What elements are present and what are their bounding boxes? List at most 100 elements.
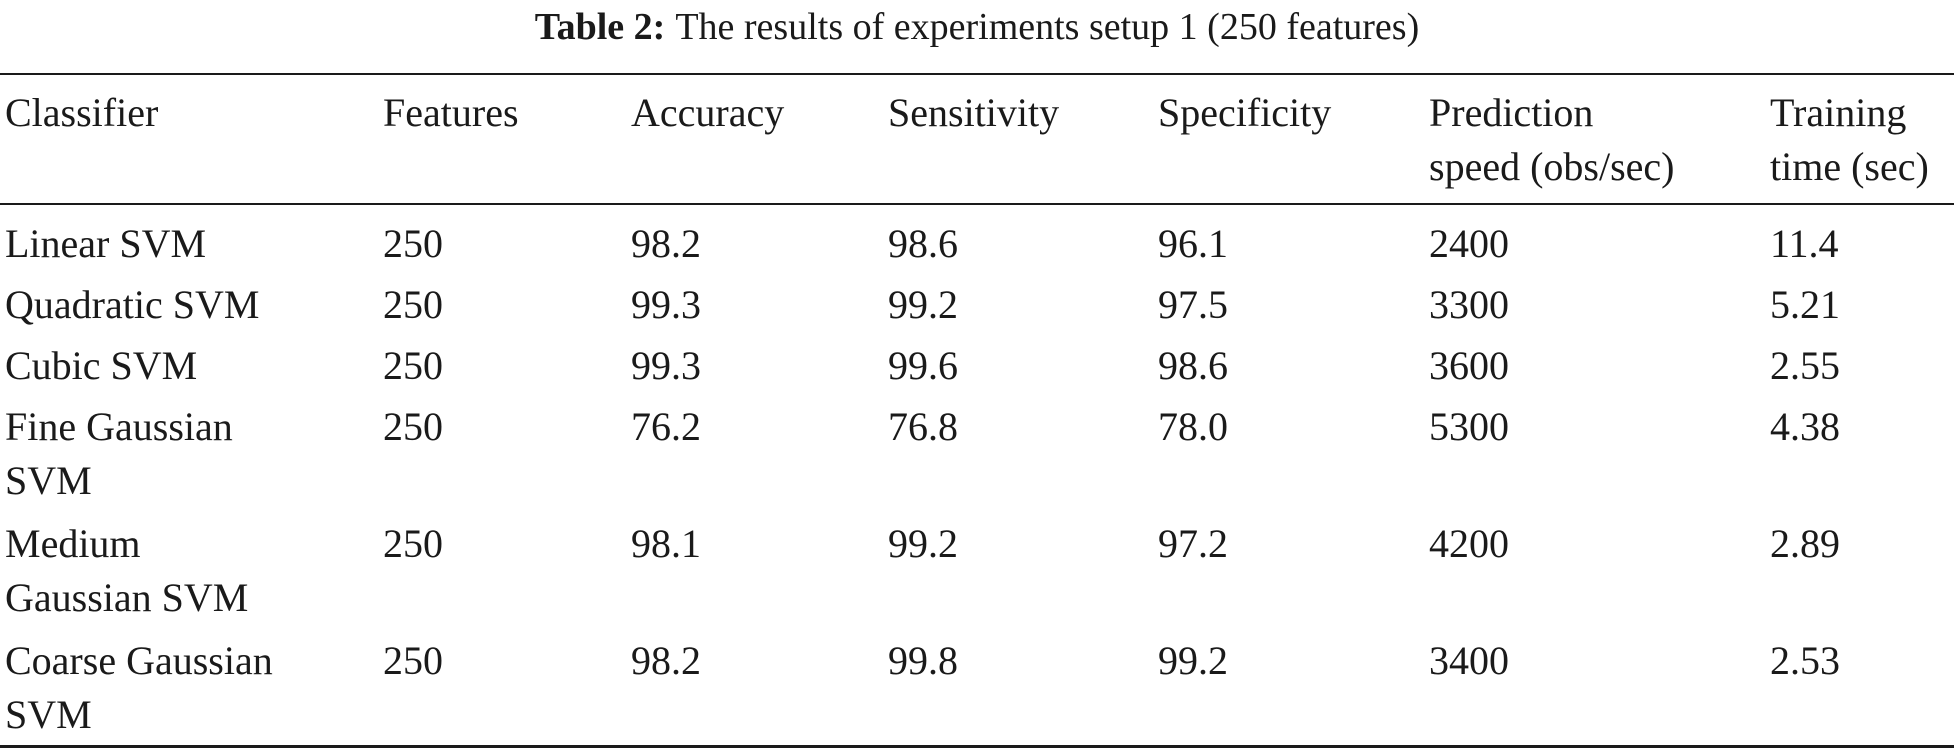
table-cell: 11.4 bbox=[1770, 217, 1839, 271]
table-cell: 78.0 bbox=[1158, 400, 1228, 454]
table-cell-line: 97.2 bbox=[1158, 521, 1228, 566]
table-cell-line: 99.3 bbox=[631, 343, 701, 388]
table-cell: 97.2 bbox=[1158, 517, 1228, 571]
table-cell-line: 97.5 bbox=[1158, 282, 1228, 327]
table-cell: 99.8 bbox=[888, 634, 958, 688]
table-cell-line: 76.8 bbox=[888, 404, 958, 449]
table-cell: 250 bbox=[383, 634, 443, 688]
column-header-line: Sensitivity bbox=[888, 90, 1060, 135]
table-cell-line: 98.2 bbox=[631, 638, 701, 683]
table-cell: 4.38 bbox=[1770, 400, 1840, 454]
table-cell-line: Linear SVM bbox=[5, 221, 207, 266]
table-cell: 76.2 bbox=[631, 400, 701, 454]
table-cell: 99.3 bbox=[631, 278, 701, 332]
table-cell: 4200 bbox=[1429, 517, 1509, 571]
table-cell: Coarse Gaussian SVM bbox=[5, 634, 273, 742]
table-cell-line: 250 bbox=[383, 638, 443, 683]
table-cell: 2400 bbox=[1429, 217, 1509, 271]
table-cell: 98.2 bbox=[631, 217, 701, 271]
table-cell-line: 250 bbox=[383, 221, 443, 266]
table-cell-line: 2.55 bbox=[1770, 343, 1840, 388]
column-header: Features bbox=[383, 86, 519, 140]
table-cell-line: 2.53 bbox=[1770, 638, 1840, 683]
table-cell-line: 78.0 bbox=[1158, 404, 1228, 449]
table-top-rule bbox=[0, 73, 1954, 75]
table-cell: 98.2 bbox=[631, 634, 701, 688]
table-cell-line: 250 bbox=[383, 521, 443, 566]
table-bottom-rule bbox=[0, 745, 1954, 748]
table-cell: 98.6 bbox=[888, 217, 958, 271]
table-cell: 3600 bbox=[1429, 339, 1509, 393]
table-cell-line: 3300 bbox=[1429, 282, 1509, 327]
table-cell: Linear SVM bbox=[5, 217, 206, 271]
table-cell: 3300 bbox=[1429, 278, 1509, 332]
table-cell-line: 250 bbox=[383, 404, 443, 449]
table-cell-line: 99.2 bbox=[888, 282, 958, 327]
column-header: Classifier bbox=[5, 86, 158, 140]
table-cell: 76.8 bbox=[888, 400, 958, 454]
caption-text: The results of experiments setup 1 (250 … bbox=[675, 6, 1420, 48]
table-cell-line: SVM bbox=[5, 458, 92, 503]
table-cell-line: 96.1 bbox=[1158, 221, 1228, 266]
table-cell: 5.21 bbox=[1770, 278, 1840, 332]
table-cell: 250 bbox=[383, 339, 443, 393]
table-cell: 98.6 bbox=[1158, 339, 1228, 393]
column-header-line: Classifier bbox=[5, 90, 159, 135]
table-cell: Medium Gaussian SVM bbox=[5, 517, 248, 625]
table-cell-line: 99.6 bbox=[888, 343, 958, 388]
table-cell: 250 bbox=[383, 278, 443, 332]
table-cell-line: Fine Gaussian bbox=[5, 404, 233, 449]
table-cell: 99.3 bbox=[631, 339, 701, 393]
table-cell: 99.6 bbox=[888, 339, 958, 393]
table-cell-line: 4200 bbox=[1429, 521, 1509, 566]
column-header: Prediction speed (obs/sec) bbox=[1429, 86, 1674, 194]
table-cell: 99.2 bbox=[888, 517, 958, 571]
table-cell-line: 98.6 bbox=[888, 221, 958, 266]
table-cell-line: 5300 bbox=[1429, 404, 1509, 449]
table-cell-line: 11.4 bbox=[1770, 221, 1839, 266]
table-cell-line: Cubic SVM bbox=[5, 343, 198, 388]
table-cell: 96.1 bbox=[1158, 217, 1228, 271]
column-header: Training time (sec) bbox=[1770, 86, 1929, 194]
column-header-line: Specificity bbox=[1158, 90, 1332, 135]
table-cell-line: Quadratic SVM bbox=[5, 282, 260, 327]
table-cell-line: Medium bbox=[5, 521, 141, 566]
table-cell-line: 98.2 bbox=[631, 221, 701, 266]
table-cell-line: Gaussian SVM bbox=[5, 575, 249, 620]
table-cell: 250 bbox=[383, 400, 443, 454]
table-cell-line: 3400 bbox=[1429, 638, 1509, 683]
table-cell: 250 bbox=[383, 517, 443, 571]
table-cell-line: 99.8 bbox=[888, 638, 958, 683]
table-cell: Quadratic SVM bbox=[5, 278, 259, 332]
table-cell-line: 99.2 bbox=[888, 521, 958, 566]
table-cell: 250 bbox=[383, 217, 443, 271]
table-cell: 3400 bbox=[1429, 634, 1509, 688]
column-header: Specificity bbox=[1158, 86, 1331, 140]
table-cell: 99.2 bbox=[888, 278, 958, 332]
table-caption: Table 2: The results of experiments setup… bbox=[0, 0, 1954, 62]
table-cell: 98.1 bbox=[631, 517, 701, 571]
table-cell: Fine Gaussian SVM bbox=[5, 400, 233, 508]
table-cell-line: 99.3 bbox=[631, 282, 701, 327]
column-header-line: time (sec) bbox=[1770, 144, 1929, 189]
table-cell-line: 250 bbox=[383, 282, 443, 327]
table-cell-line: 2400 bbox=[1429, 221, 1509, 266]
table-cell-line: 98.6 bbox=[1158, 343, 1228, 388]
column-header-line: Features bbox=[383, 90, 519, 135]
table-cell-line: 76.2 bbox=[631, 404, 701, 449]
table-cell-line: 250 bbox=[383, 343, 443, 388]
table-cell: 2.53 bbox=[1770, 634, 1840, 688]
column-header-line: Training bbox=[1770, 90, 1907, 135]
table-cell: 97.5 bbox=[1158, 278, 1228, 332]
table-cell: 5300 bbox=[1429, 400, 1509, 454]
table-cell-line: SVM bbox=[5, 692, 92, 737]
table-cell-line: 2.89 bbox=[1770, 521, 1840, 566]
table-cell: 2.55 bbox=[1770, 339, 1840, 393]
column-header-line: speed (obs/sec) bbox=[1429, 144, 1675, 189]
table-cell-line: 4.38 bbox=[1770, 404, 1840, 449]
table-cell: 99.2 bbox=[1158, 634, 1228, 688]
column-header: Sensitivity bbox=[888, 86, 1059, 140]
table-cell-line: 3600 bbox=[1429, 343, 1509, 388]
column-header-line: Accuracy bbox=[631, 90, 785, 135]
column-header-line: Prediction bbox=[1429, 90, 1594, 135]
